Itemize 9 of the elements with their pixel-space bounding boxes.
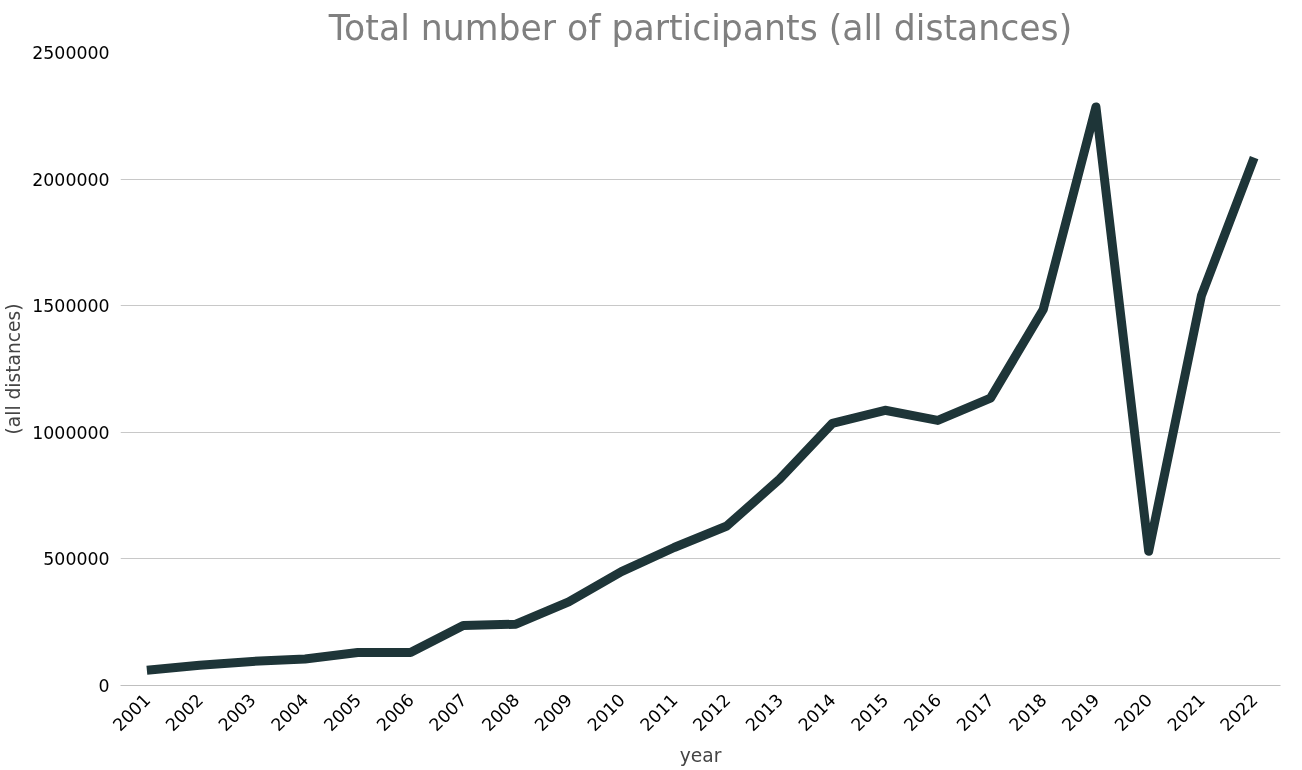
y-tick-label: 0: [98, 676, 110, 696]
y-tick-label: 500000: [43, 549, 110, 570]
y-axis-title: (all distances): [3, 303, 25, 435]
y-tick-label: 2000000: [32, 169, 110, 190]
y-tick-label: 1500000: [32, 296, 110, 317]
chart-title: Total number of participants (all distances): [327, 7, 1073, 48]
x-axis-title: year: [679, 744, 722, 766]
y-tick-label: 1000000: [32, 422, 110, 443]
y-tick-label: 2500000: [32, 43, 110, 63]
